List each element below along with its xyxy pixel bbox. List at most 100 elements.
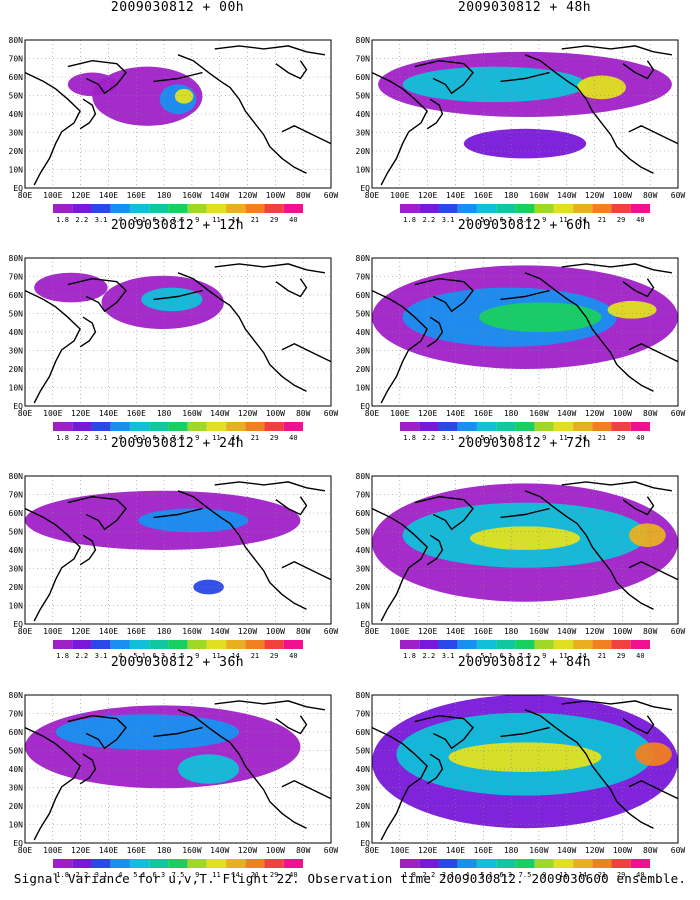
colorbar-label: 9 (195, 652, 199, 660)
coastline (281, 125, 331, 145)
coastline (372, 726, 428, 841)
colorbar-swatch (283, 422, 303, 431)
coastline (561, 700, 673, 711)
colorbar-swatch (438, 422, 458, 431)
colorbar-label: 9 (542, 216, 546, 224)
lat-label: 80N (356, 254, 371, 263)
lon-label: 60W (324, 627, 339, 636)
colorbar-label: 5.1 (480, 871, 493, 879)
lat-label: 50N (356, 92, 371, 101)
variance-contour (174, 88, 194, 104)
lon-label: 160E (127, 846, 146, 855)
lat-label: 50N (356, 528, 371, 537)
colorbar-label: 40 (289, 216, 297, 224)
colorbar-swatch (72, 422, 92, 431)
colorbar-swatch (515, 859, 535, 868)
colorbar-swatch (400, 859, 420, 868)
colorbar-label: 14 (231, 652, 239, 660)
colorbar-label: 7.5 (519, 652, 532, 660)
colorbar-label: 3.1 (95, 652, 108, 660)
colorbar-label: 9 (195, 216, 199, 224)
colorbar-swatch (206, 204, 227, 213)
lon-label: 160W (529, 191, 548, 200)
lat-label: 70N (356, 55, 371, 64)
panel-title: 2009030812 + 36h (110, 655, 245, 670)
colorbar-label: 7.5 (172, 216, 185, 224)
coastline (372, 71, 428, 186)
coastline (426, 98, 444, 130)
lon-label: 100W (613, 409, 632, 418)
coastline (524, 490, 654, 610)
lat-label: 70N (9, 273, 24, 282)
coastline (622, 278, 655, 298)
lat-label: 40N (356, 765, 371, 774)
panel-title: 2009030812 + 72h (457, 436, 592, 451)
lat-label: 10N (9, 602, 24, 611)
lat-label: 20N (356, 147, 371, 156)
colorbar-label: 6.3 (499, 216, 512, 224)
lon-label: 160E (474, 409, 493, 418)
colorbar-swatch (515, 204, 535, 213)
coastline (561, 263, 673, 274)
coastline (628, 125, 678, 145)
colorbar-label: 2.2 (423, 216, 436, 224)
lon-label: 180 (157, 846, 172, 855)
lat-label: 40N (356, 328, 371, 337)
colorbar-label: 6.3 (152, 434, 165, 442)
coastline (177, 490, 307, 610)
lat-label: 30N (356, 565, 371, 574)
colorbar-swatch (245, 204, 265, 213)
colorbar-swatch (400, 422, 420, 431)
colorbar-label: 4 (118, 652, 122, 660)
coastline (561, 45, 673, 56)
colorbar-label: 40 (636, 652, 644, 660)
colorbar-swatch (400, 640, 420, 649)
lat-label: 30N (9, 129, 24, 138)
coastline (25, 507, 81, 622)
colorbar-label: 21 (598, 434, 606, 442)
variance-contour (67, 72, 117, 97)
colorbar-label: 2.2 (423, 652, 436, 660)
colorbar-swatch (630, 204, 650, 213)
colorbar-swatch (496, 422, 516, 431)
lat-label: EQ (13, 839, 23, 848)
colorbar-swatch (592, 640, 612, 649)
colorbar-label: 21 (251, 871, 259, 879)
colorbar-swatch (419, 422, 439, 431)
lat-label: 70N (9, 710, 24, 719)
lat-label: EQ (360, 402, 370, 411)
colorbar-label: 11 (559, 216, 567, 224)
coastline (561, 481, 673, 492)
colorbar-swatch (245, 859, 265, 868)
lon-label: 140W (557, 846, 576, 855)
lon-label: 60W (671, 846, 686, 855)
lat-label: 40N (9, 328, 24, 337)
variance-contour (141, 287, 203, 312)
lat-label: EQ (13, 184, 23, 193)
lon-label: 80W (296, 191, 311, 200)
lon-label: 120W (585, 627, 604, 636)
lat-label: 60N (9, 291, 24, 300)
lon-label: 160E (474, 191, 493, 200)
coastline (275, 278, 308, 298)
coastline (79, 316, 97, 348)
coastline (372, 507, 428, 622)
coastline (275, 496, 308, 516)
lat-label: 10N (9, 166, 24, 175)
lon-label: 160W (529, 627, 548, 636)
colorbar-swatch (110, 204, 130, 213)
lat-label: 70N (9, 55, 24, 64)
colorbar-label: 14 (578, 434, 586, 442)
coastline (153, 71, 203, 83)
colorbar-label: 1.8 (403, 216, 416, 224)
colorbar-label: 29 (270, 652, 278, 660)
lon-label: 100E (43, 627, 62, 636)
coastline (426, 753, 444, 785)
lon-label: 80E (18, 409, 33, 418)
lon-label: 140E (446, 191, 465, 200)
colorbar-label: 7.5 (172, 434, 185, 442)
lon-label: 140W (210, 846, 229, 855)
lon-label: 60W (671, 191, 686, 200)
lon-label: 140E (446, 627, 465, 636)
coastline (500, 726, 550, 738)
